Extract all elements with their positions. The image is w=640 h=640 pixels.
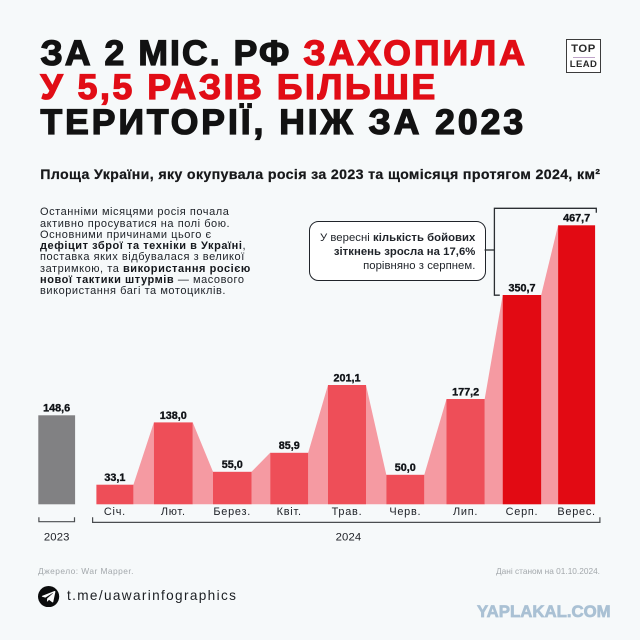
svg-text:350,7: 350,7 bbox=[508, 282, 535, 294]
svg-text:Серп.: Серп. bbox=[506, 506, 539, 518]
svg-text:2024: 2024 bbox=[336, 531, 362, 543]
svg-text:177,2: 177,2 bbox=[452, 386, 479, 398]
svg-text:Трав.: Трав. bbox=[332, 506, 363, 518]
svg-text:148,6: 148,6 bbox=[43, 403, 70, 415]
svg-text:55,0: 55,0 bbox=[222, 459, 243, 471]
svg-text:Січ.: Січ. bbox=[104, 506, 126, 518]
svg-text:Лют.: Лют. bbox=[161, 506, 186, 518]
svg-text:138,0: 138,0 bbox=[160, 410, 187, 422]
svg-text:2023: 2023 bbox=[44, 531, 70, 543]
svg-text:Берез.: Берез. bbox=[213, 506, 251, 518]
svg-text:85,9: 85,9 bbox=[279, 440, 300, 452]
svg-text:50,0: 50,0 bbox=[395, 462, 416, 474]
svg-text:Квіт.: Квіт. bbox=[277, 506, 302, 518]
svg-text:Лип.: Лип. bbox=[453, 506, 478, 518]
svg-text:Верес.: Верес. bbox=[557, 506, 595, 518]
svg-text:467,7: 467,7 bbox=[563, 213, 590, 225]
svg-text:33,1: 33,1 bbox=[104, 472, 125, 484]
svg-text:201,1: 201,1 bbox=[333, 372, 360, 384]
svg-text:Черв.: Черв. bbox=[389, 506, 421, 518]
